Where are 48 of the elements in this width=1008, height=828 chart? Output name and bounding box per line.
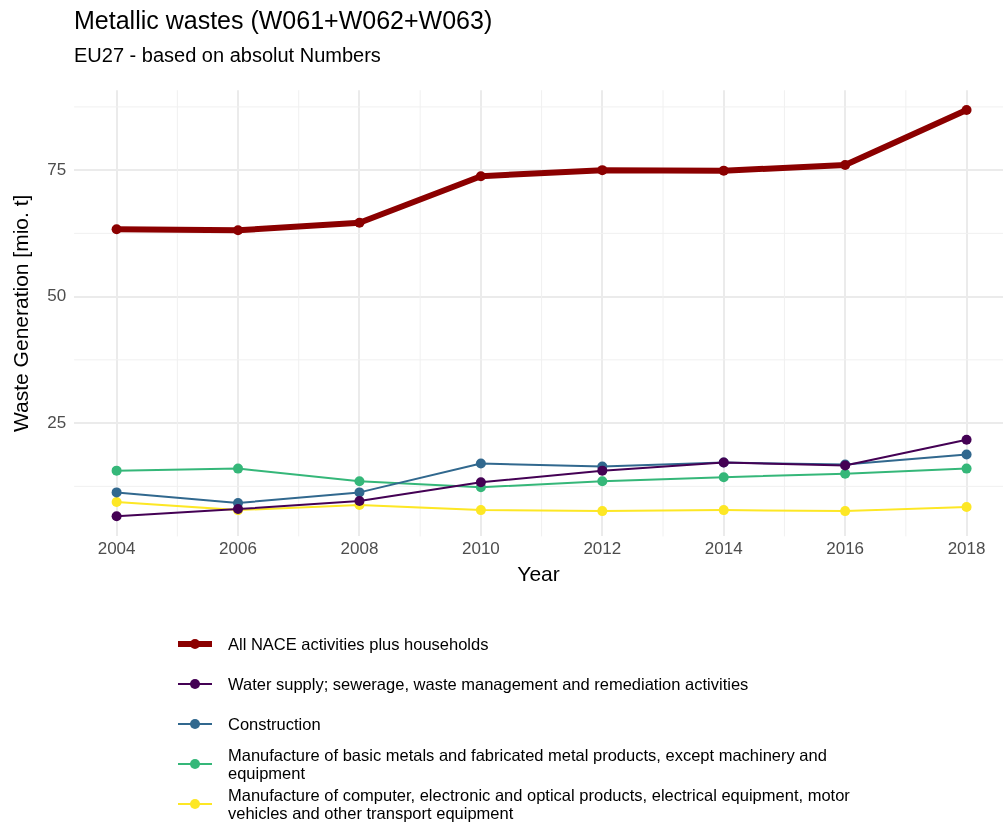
point: [475, 477, 486, 488]
y-axis-title: Waste Generation [mio. t]: [9, 194, 33, 432]
point: [111, 465, 122, 476]
point: [111, 224, 122, 235]
point: [961, 449, 972, 460]
point: [111, 511, 122, 522]
point: [111, 497, 122, 507]
x-axis-title: Year: [517, 562, 560, 586]
point: [597, 165, 608, 176]
point: [718, 472, 729, 483]
y-tick-label: 75: [47, 159, 67, 179]
point: [718, 505, 729, 516]
x-tick-label: 2006: [219, 539, 257, 559]
point: [233, 463, 244, 474]
point: [475, 505, 486, 516]
point: [111, 487, 122, 498]
point: [961, 502, 972, 513]
legend-label: All NACE activities plus households: [228, 635, 489, 653]
point: [597, 465, 608, 476]
chart-title: Metallic wastes (W061+W062+W063): [74, 6, 493, 35]
x-tick-label: 2014: [704, 539, 743, 559]
point: [354, 495, 365, 506]
point: [475, 171, 486, 182]
point: [961, 434, 972, 445]
point: [354, 217, 365, 228]
point: [597, 476, 608, 487]
y-tick-label: 25: [47, 412, 67, 432]
legend-label: Manufacture of computer, electronic and optical products, electrical equipment, motor vehicles and other transport equipment: [228, 786, 851, 822]
x-tick-label: 2018: [947, 539, 986, 559]
point: [475, 458, 486, 469]
point: [840, 506, 851, 517]
x-tick-label: 2012: [583, 539, 622, 559]
legend-label: Construction: [228, 715, 321, 733]
x-tick-label: 2010: [461, 539, 500, 559]
y-tick-label: 50: [47, 286, 67, 306]
x-tick-label: 2004: [97, 539, 136, 559]
point: [961, 463, 972, 474]
legend-label: Manufacture of basic metals and fabricated metal products, except machinery and equipment: [228, 746, 828, 782]
point: [840, 468, 851, 479]
point: [840, 160, 851, 171]
point: [354, 476, 365, 487]
point: [718, 165, 729, 176]
x-tick-label: 2008: [340, 539, 379, 559]
point: [597, 506, 608, 517]
point: [961, 104, 972, 115]
legend-label: Water supply; sewerage, waste management and remediation activities: [228, 675, 749, 693]
x-tick-label: 2016: [826, 539, 865, 559]
chart-subtitle: EU27 - based on absolut Numbers: [74, 44, 381, 67]
